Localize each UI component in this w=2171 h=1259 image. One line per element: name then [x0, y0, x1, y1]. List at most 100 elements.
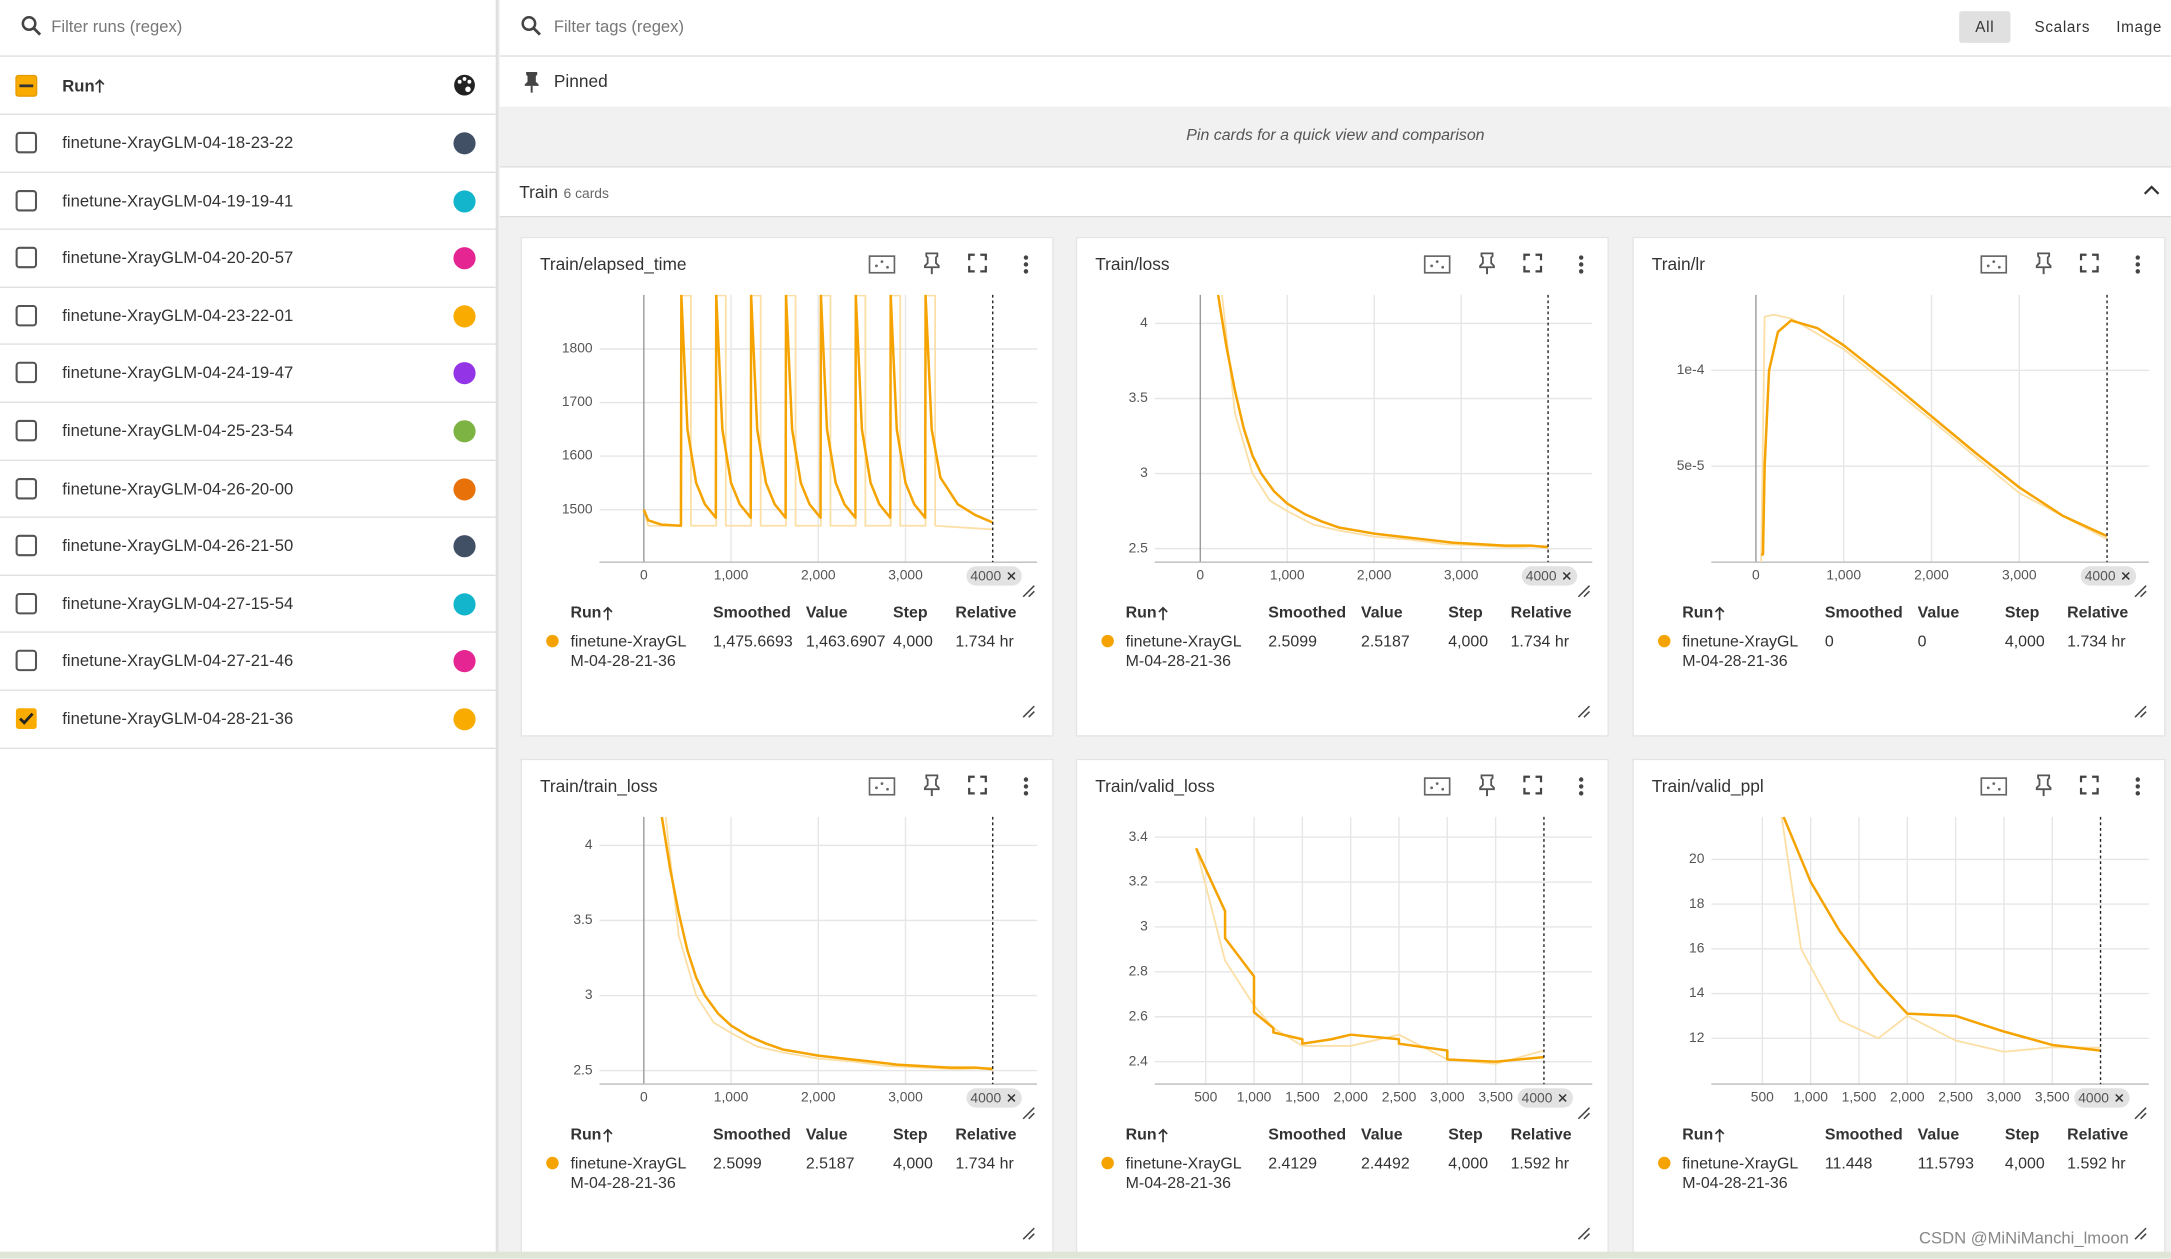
- run-color-swatch[interactable]: [453, 189, 477, 213]
- fullscreen-button[interactable]: [2079, 775, 2099, 795]
- table-header: Step: [2004, 1127, 2040, 1144]
- run-name[interactable]: finetune-XrayGLM-04-18-23-22: [62, 132, 294, 153]
- runs-filter-input[interactable]: Filter runs (regex): [51, 16, 183, 36]
- run-checkbox[interactable]: [15, 650, 38, 672]
- run-name[interactable]: finetune-XrayGLM-04-26-20-00: [62, 478, 294, 498]
- run-checkbox[interactable]: [15, 535, 38, 557]
- y-tick-label: 2.8: [1129, 962, 1149, 978]
- palette-icon[interactable]: [453, 73, 477, 97]
- run-name[interactable]: finetune-XrayGLM-04-20-20-57: [62, 248, 294, 268]
- run-name[interactable]: finetune-XrayGLM-04-24-19-47: [62, 363, 294, 383]
- run-checkbox[interactable]: [15, 189, 38, 211]
- run-checkbox[interactable]: [15, 362, 38, 384]
- table-header: Value: [1361, 1127, 1403, 1144]
- tab[interactable]: Scalars: [2024, 11, 2100, 43]
- group-name: Train: [519, 182, 559, 203]
- tab[interactable]: Image: [2110, 11, 2168, 43]
- y-tick-label: 1600: [562, 447, 593, 463]
- pin-button[interactable]: [1477, 252, 1496, 276]
- y-tick-label: 2.5: [1129, 539, 1149, 555]
- pinned-section: Pinned: [499, 56, 2171, 107]
- more-button[interactable]: [1022, 775, 1030, 797]
- run-checkbox[interactable]: [15, 304, 38, 327]
- run-checkbox[interactable]: [15, 247, 38, 269]
- table-header: Relative: [2067, 605, 2129, 622]
- table-header: Smoothed: [1268, 1127, 1347, 1144]
- pin-button[interactable]: [1477, 774, 1496, 798]
- run-color-swatch[interactable]: [453, 304, 477, 328]
- fullscreen-button[interactable]: [968, 775, 987, 795]
- fullscreen-button[interactable]: [968, 253, 987, 273]
- run-name[interactable]: finetune-XrayGLM-04-23-22-01: [62, 305, 294, 326]
- run-color-swatch[interactable]: [453, 362, 477, 386]
- run-name[interactable]: finetune-XrayGLM-04-27-21-46: [62, 651, 294, 671]
- tab-label[interactable]: All: [1975, 19, 1995, 36]
- table-cell: 0: [1824, 634, 1834, 651]
- table-cell: 1.734 hr: [955, 634, 1014, 651]
- pin-button[interactable]: [922, 252, 941, 276]
- step-marker-label: 4000: [970, 1089, 1001, 1105]
- y-tick-label: 3: [1140, 918, 1148, 934]
- run-name[interactable]: finetune-XrayGLM-04-19-19-41: [62, 190, 294, 210]
- run-column-header[interactable]: Run: [62, 76, 95, 96]
- run-color-swatch[interactable]: [453, 535, 477, 559]
- fullscreen-button[interactable]: [1523, 775, 1543, 795]
- run-checkbox[interactable]: [15, 419, 38, 442]
- run-color-swatch[interactable]: [453, 650, 477, 674]
- x-tick-label: 2,000: [1357, 567, 1392, 583]
- pin-button[interactable]: [2034, 252, 2053, 276]
- run-name[interactable]: finetune-XrayGLM-04-26-21-50: [62, 536, 294, 556]
- run-checkbox[interactable]: [15, 708, 37, 730]
- more-button[interactable]: [2134, 775, 2142, 797]
- smoothed-line: [1761, 319, 2108, 556]
- fit-domain-button[interactable]: [868, 253, 896, 275]
- more-button[interactable]: [1577, 775, 1585, 797]
- y-tick-label: 18: [1689, 895, 1705, 911]
- more-button[interactable]: [1022, 253, 1030, 275]
- smoothed-line: [1782, 816, 2101, 1052]
- fit-domain-button[interactable]: [1423, 253, 1451, 275]
- step-marker-close: [1007, 1093, 1016, 1102]
- run-color-swatch[interactable]: [453, 132, 477, 156]
- tab-label[interactable]: Image: [2116, 19, 2163, 36]
- run-name[interactable]: finetune-XrayGLM-04-28-21-36: [62, 708, 294, 729]
- run-checkbox[interactable]: [15, 477, 38, 499]
- fit-domain-button[interactable]: [1980, 775, 2008, 797]
- run-color-swatch[interactable]: [453, 247, 477, 271]
- run-color-swatch[interactable]: [453, 477, 477, 501]
- x-tick-label: 2,000: [1890, 1089, 1925, 1105]
- x-tick-label: 500: [1194, 1089, 1217, 1105]
- select-all-checkbox[interactable]: [15, 74, 38, 97]
- fullscreen-button[interactable]: [2079, 253, 2099, 273]
- run-color-swatch[interactable]: [453, 592, 477, 616]
- fullscreen-button[interactable]: [1523, 253, 1543, 273]
- tags-filter-input[interactable]: Filter tags (regex): [553, 16, 685, 36]
- more-button[interactable]: [2134, 253, 2142, 275]
- divider: [0, 113, 496, 115]
- tab-label[interactable]: Scalars: [2034, 19, 2091, 36]
- run-checkbox[interactable]: [15, 131, 38, 154]
- collapse-icon[interactable]: [2143, 184, 2160, 195]
- table-cell: 1,463.6907: [805, 634, 886, 651]
- fit-domain-button[interactable]: [1423, 775, 1451, 797]
- resize-handle: [1577, 705, 1591, 718]
- run-color-dot: [1658, 634, 1671, 648]
- pinned-hint: Pin cards for a quick view and compariso…: [1186, 127, 1485, 144]
- run-color-swatch[interactable]: [453, 708, 477, 732]
- scalar-card: Train/loss 2.5 3 3.5 4 0 1,000 2,000 3,000 4000 Ru…: [1075, 236, 1609, 737]
- fit-domain-button[interactable]: [1980, 253, 2008, 275]
- x-tick-label: 1,000: [1793, 1089, 1828, 1105]
- pin-button[interactable]: [922, 774, 941, 798]
- more-button[interactable]: [1577, 253, 1585, 275]
- x-tick-label: 3,000: [1430, 1089, 1465, 1105]
- run-color-swatch[interactable]: [453, 420, 477, 444]
- tab[interactable]: All: [1959, 11, 2011, 43]
- run-name[interactable]: finetune-XrayGLM-04-25-23-54: [62, 420, 294, 441]
- group-header: Train 6 cards: [499, 166, 2171, 218]
- run-checkbox[interactable]: [15, 592, 38, 615]
- y-tick-label: 3: [1140, 464, 1148, 480]
- fit-domain-button[interactable]: [868, 775, 896, 797]
- run-name[interactable]: finetune-XrayGLM-04-27-15-54: [62, 593, 294, 614]
- pin-button[interactable]: [2034, 774, 2053, 798]
- y-tick-label: 4: [1140, 314, 1148, 330]
